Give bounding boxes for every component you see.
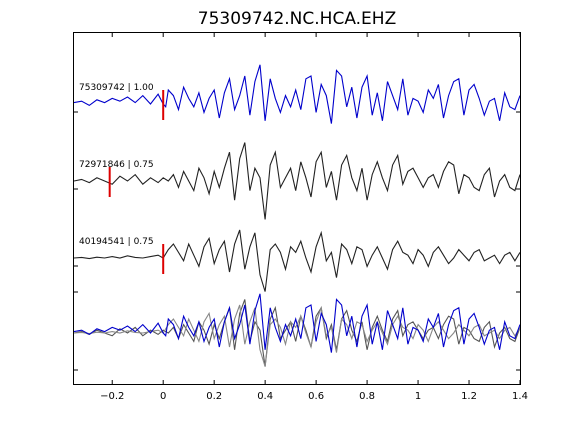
x-tick-label: −0.2 xyxy=(100,391,124,402)
trace-line-2 xyxy=(73,142,521,220)
plot-frame xyxy=(73,32,521,385)
x-tick-label: 0 xyxy=(160,391,166,402)
x-tick-label: 0.8 xyxy=(359,391,375,402)
trace-line-1 xyxy=(73,64,521,124)
x-tick-label: 1.2 xyxy=(461,391,477,402)
trace-label-1: 75309742 | 1.00 xyxy=(79,83,154,93)
overlay-trace-3 xyxy=(73,304,521,367)
x-tick-label: 1 xyxy=(415,391,421,402)
traces-group: 75309742 | 1.00 72971846 | 0.75 40194541 |… xyxy=(73,64,521,371)
x-tick-label: 0.4 xyxy=(257,391,273,402)
trace-label-3: 40194541 | 0.75 xyxy=(79,237,154,247)
x-tick-label: 0.6 xyxy=(308,391,324,402)
trace-line-3 xyxy=(73,229,521,292)
x-tick-label: 1.4 xyxy=(512,391,528,402)
overlay-trace-1 xyxy=(73,293,521,353)
x-tick-label: 0.2 xyxy=(206,391,222,402)
trace-label-2: 72971846 | 0.75 xyxy=(79,160,154,170)
chart-title: 75309742.NC.HCA.EHZ xyxy=(198,9,396,29)
